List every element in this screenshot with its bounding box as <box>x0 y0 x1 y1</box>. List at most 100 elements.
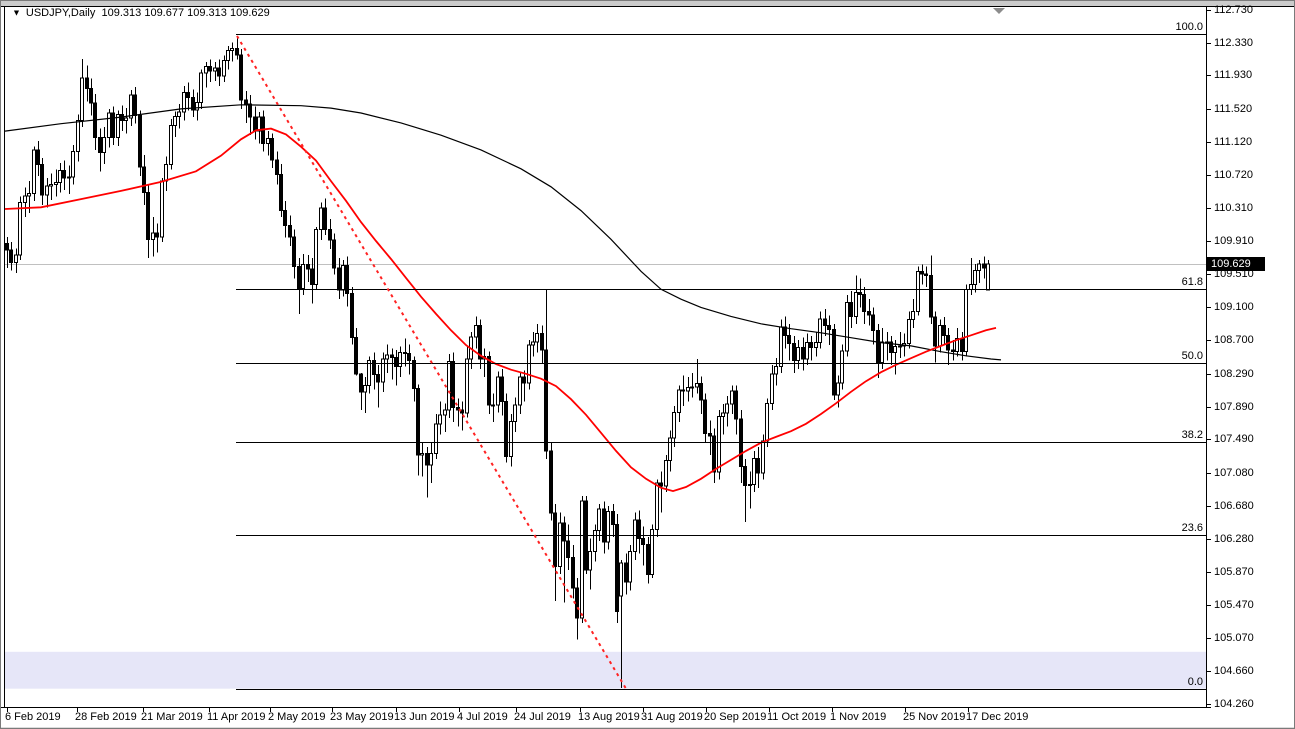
candle <box>213 62 217 82</box>
candle <box>18 196 22 260</box>
candle <box>986 259 990 291</box>
candle <box>531 331 535 357</box>
highlight-band <box>5 651 1206 689</box>
candle <box>770 364 774 410</box>
candle <box>858 278 862 308</box>
candle <box>796 340 800 369</box>
candle <box>160 177 164 242</box>
candle <box>129 90 133 127</box>
date-tick-label: 24 Jul 2019 <box>514 711 571 723</box>
candle <box>942 317 946 345</box>
candle <box>248 94 252 136</box>
price-tick-label: 104.660 <box>1214 665 1254 678</box>
candle <box>429 442 433 483</box>
price-tick-label: 110.720 <box>1214 168 1253 181</box>
candle <box>584 495 588 574</box>
candle <box>465 345 469 418</box>
candle <box>381 352 385 392</box>
candle <box>314 227 318 290</box>
candle <box>876 323 880 378</box>
candle <box>394 350 398 386</box>
chart-shift-marker-icon[interactable] <box>993 8 1005 14</box>
fib-level-label: 61.8 <box>1181 275 1203 288</box>
candle <box>916 266 920 316</box>
window-bottom-border <box>1 727 1294 728</box>
candle <box>628 545 632 591</box>
candle <box>924 266 928 287</box>
candle <box>226 45 230 70</box>
candle <box>686 377 690 402</box>
price-tick-label: 105.470 <box>1214 599 1254 612</box>
candle <box>814 331 818 357</box>
candle <box>867 299 871 326</box>
candle <box>580 495 584 624</box>
candle <box>712 428 716 483</box>
window-top-border <box>1 1 1294 7</box>
candle <box>328 218 332 250</box>
candle <box>288 215 292 246</box>
candle <box>266 131 270 156</box>
price-tick-label: 110.310 <box>1214 202 1253 215</box>
candle <box>253 106 257 140</box>
candle <box>880 327 884 369</box>
candle <box>518 372 522 414</box>
price-tick-label: 107.080 <box>1214 467 1254 480</box>
price-tick-label: 112.730 <box>1214 3 1253 16</box>
collapse-triangle-icon[interactable]: ▼ <box>12 8 21 18</box>
candle <box>571 545 575 599</box>
candle <box>443 403 447 433</box>
candle <box>748 471 752 509</box>
price-tick-label: 106.280 <box>1214 532 1254 545</box>
candle <box>832 323 836 401</box>
date-tick-label: 28 Feb 2019 <box>75 711 137 723</box>
candle <box>672 405 676 447</box>
candle <box>588 538 592 590</box>
candle <box>257 112 261 144</box>
candle <box>504 393 508 463</box>
price-tick-label: 105.870 <box>1214 566 1254 579</box>
ohlc-values: 109.313 109.677 109.313 109.629 <box>101 7 270 19</box>
candle <box>54 169 58 197</box>
trendline[interactable] <box>236 35 627 690</box>
candle <box>982 256 986 279</box>
candle <box>845 295 849 357</box>
candle <box>535 323 539 353</box>
chart-ohlc-header[interactable]: ▼ USDJPY,Daily 109.313 109.677 109.313 10… <box>11 7 270 19</box>
date-tick-label: 1 Nov 2019 <box>830 711 887 723</box>
candle <box>363 377 367 414</box>
candle <box>624 553 628 595</box>
candle <box>195 92 199 121</box>
candle <box>558 512 562 574</box>
candle <box>40 158 44 205</box>
candle <box>973 263 977 293</box>
candle <box>752 450 756 492</box>
candle <box>659 471 663 513</box>
date-tick-label: 11 Oct 2019 <box>767 711 827 723</box>
candle <box>403 338 407 367</box>
candle <box>840 344 844 390</box>
candle <box>398 346 402 378</box>
date-tick-label: 11 Apr 2019 <box>207 711 266 723</box>
candle <box>695 359 699 394</box>
candle <box>297 258 301 314</box>
candle <box>102 126 106 164</box>
candle <box>677 385 681 423</box>
candle <box>138 110 142 177</box>
candle <box>482 348 486 378</box>
candle <box>425 446 429 498</box>
price-tick-label: 107.890 <box>1214 400 1254 413</box>
candle <box>217 59 221 86</box>
candle <box>739 409 743 483</box>
candle <box>337 258 341 300</box>
candle <box>668 430 672 472</box>
price-tick-label: 111.520 <box>1214 102 1253 115</box>
candle <box>500 368 504 416</box>
candle <box>553 504 557 601</box>
candle <box>805 333 809 365</box>
price-tick-label: 104.260 <box>1214 698 1254 711</box>
candle <box>191 89 195 118</box>
candle <box>9 241 13 271</box>
fib-level-label: 38.2 <box>1181 428 1203 441</box>
price-tick-label: 111.120 <box>1214 135 1253 148</box>
